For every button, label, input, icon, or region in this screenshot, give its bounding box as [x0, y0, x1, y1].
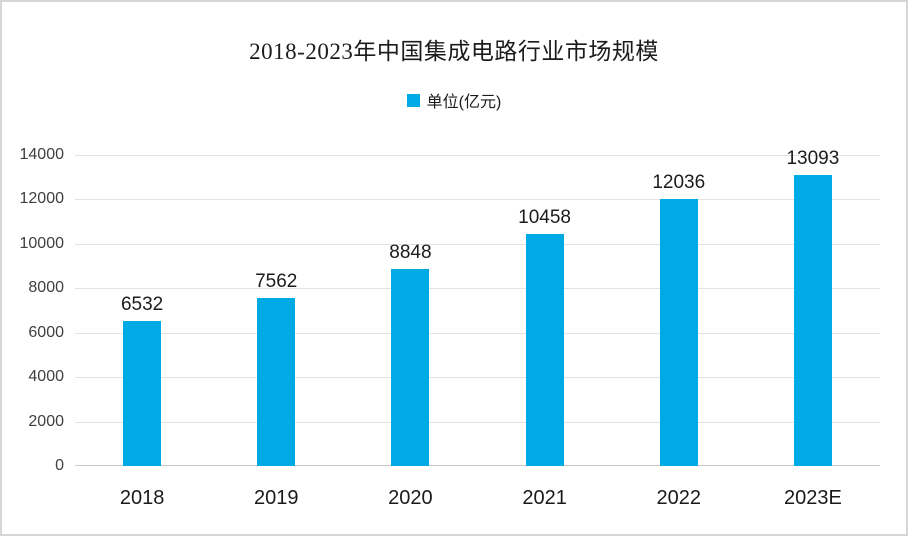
x-axis-line	[75, 465, 880, 466]
legend: 单位(亿元)	[2, 88, 906, 112]
category-slot: 6532	[75, 155, 209, 466]
bar-value-label: 13093	[786, 148, 840, 170]
gridline	[75, 332, 880, 334]
x-tick-label: 2018	[119, 487, 165, 509]
x-tick-label: 2023E	[783, 487, 842, 509]
legend-swatch-icon	[406, 93, 420, 107]
bar-value-label: 8848	[389, 242, 432, 264]
gridline	[75, 243, 880, 245]
bar-value-label: 12036	[652, 171, 706, 193]
y-tick-label: 0	[55, 457, 64, 474]
x-tick-label: 2022	[656, 487, 701, 509]
legend-label: 单位(亿元)	[426, 94, 502, 111]
y-tick-label: 14000	[19, 146, 65, 163]
bar	[793, 175, 832, 466]
x-tick-label: 2020	[388, 487, 433, 509]
bar-value-label: 10458	[518, 206, 571, 228]
gridline	[75, 377, 880, 379]
bar	[391, 269, 430, 466]
gridline	[75, 288, 880, 290]
plot-area: 6532 7562 8848 10458 12036 13093	[75, 149, 880, 466]
y-tick-label: 6000	[28, 323, 64, 341]
y-tick-label: 12000	[19, 190, 65, 208]
bar	[525, 233, 564, 466]
bar-value-label: 6532	[120, 293, 164, 315]
category-slot: 8848	[343, 155, 477, 466]
y-axis-labels: 0 2000 4000 6000 8000 10000 12000 14000	[2, 147, 65, 474]
y-tick-label: 4000	[28, 368, 64, 386]
x-tick-label: 2021	[522, 487, 567, 509]
gridline	[75, 155, 880, 156]
category-slot: 7562	[209, 155, 343, 466]
bar	[257, 298, 296, 466]
y-tick-label: 10000	[19, 234, 65, 252]
bar	[659, 198, 698, 466]
category-slot: 12036	[612, 155, 746, 466]
y-tick-label: 2000	[28, 412, 64, 430]
chart-title: 2018-2023年中国集成电路行业市场规模	[249, 39, 659, 64]
bar	[123, 320, 162, 466]
category-slot: 13093	[746, 149, 880, 466]
x-tick-label: 2019	[253, 487, 299, 509]
x-axis-labels: 2018 2019 2020 2021 2022 2023E	[75, 486, 880, 516]
gridline	[75, 421, 880, 423]
gridline	[75, 199, 880, 201]
y-tick-label: 8000	[28, 279, 64, 297]
category-slot: 10458	[478, 155, 612, 466]
bar-value-label: 7562	[255, 271, 298, 293]
